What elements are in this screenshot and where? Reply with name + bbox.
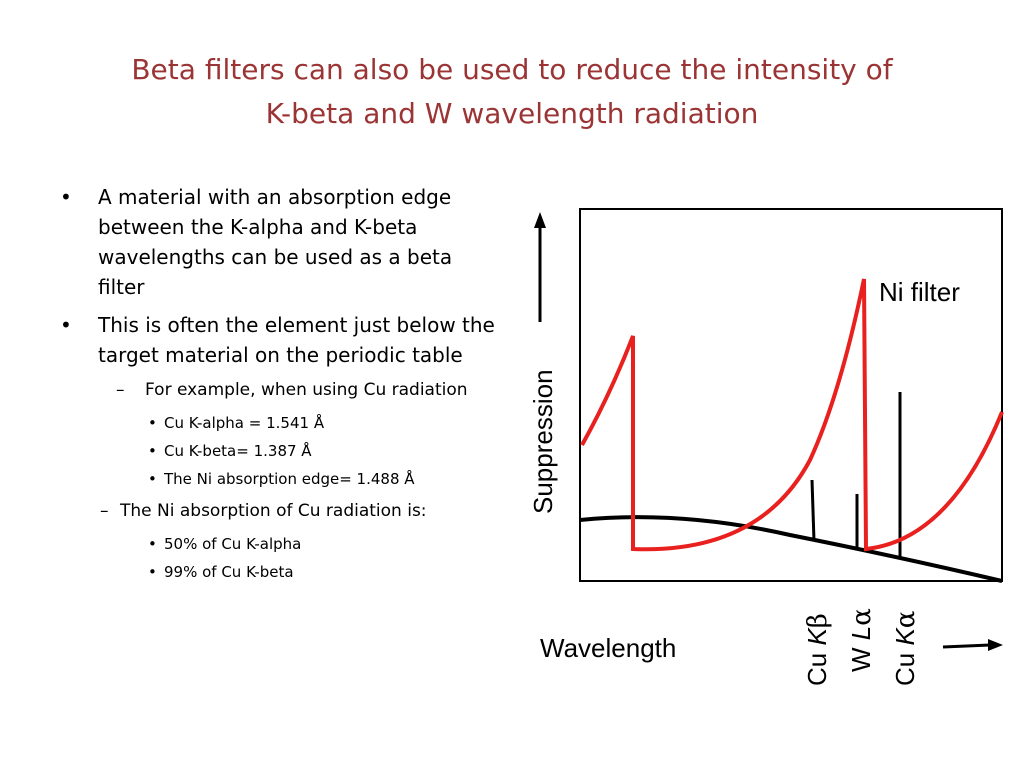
cu-kalpha-label: Cu Kα [890, 611, 921, 686]
x-axis-arrow-icon [942, 639, 1003, 651]
bullet-item: • This is often the element just below t… [60, 310, 500, 370]
dash-icon: – [116, 380, 125, 400]
ni-filter-curve [580, 278, 1004, 552]
y-axis-label: Suppression [528, 369, 558, 514]
plot-frame [579, 208, 1003, 582]
bullet-text: This is often the element just below the… [98, 313, 495, 367]
bullet-dot-icon: • [148, 470, 157, 488]
cu-kbeta-peak [810, 479, 816, 542]
sub-sub-bullet-text: The Ni absorption edge= 1.488 Å [164, 470, 415, 488]
bullet-list: • A material with an absorption edge bet… [60, 182, 500, 586]
y-axis-arrow-icon [534, 212, 546, 322]
w-lalpha-label: W Lα [846, 608, 877, 672]
sub-bullet-text: The Ni absorption of Cu radiation is: [120, 501, 427, 521]
sub-sub-bullet-text: Cu K-beta= 1.387 Å [164, 442, 312, 460]
title-line-2: K-beta and W wavelength radiation [265, 97, 759, 130]
bullet-dot-icon: • [60, 185, 72, 209]
sub-sub-bullet-item: • 99% of Cu K-beta [60, 558, 500, 586]
bullet-dot-icon: • [148, 563, 157, 581]
sub-sub-bullet-item: • 50% of Cu K-alpha [60, 530, 500, 558]
sub-bullet-item: – For example, when using Cu radiation [60, 378, 500, 403]
sub-sub-bullet-item: • Cu K-alpha = 1.541 Å [60, 409, 500, 437]
sub-sub-bullet-text: 50% of Cu K-alpha [164, 535, 302, 553]
sub-sub-bullet-item: • The Ni absorption edge= 1.488 Å [60, 465, 500, 493]
sub-bullet-item: – The Ni absorption of Cu radiation is: [60, 499, 500, 524]
bullet-dot-icon: • [60, 313, 72, 337]
sub-sub-bullet-item: • Cu K-beta= 1.387 Å [60, 437, 500, 465]
background-curve [579, 515, 1003, 583]
bullet-item: • A material with an absorption edge bet… [60, 182, 500, 302]
dash-icon: – [100, 501, 109, 521]
ni-filter-label: Ni filter [879, 277, 960, 307]
title-line-1: Beta filters can also be used to reduce … [131, 53, 893, 86]
slide-title: Beta filters can also be used to reduce … [40, 48, 984, 136]
x-axis-label: Wavelength [540, 633, 676, 663]
bullet-text: A material with an absorption edge betwe… [98, 185, 453, 299]
sub-bullet-text: For example, when using Cu radiation [145, 380, 468, 400]
bullet-dot-icon: • [148, 414, 157, 432]
cu-kbeta-label: Cu Kβ [802, 613, 833, 686]
sub-sub-bullet-text: 99% of Cu K-beta [164, 563, 294, 581]
bullet-dot-icon: • [148, 535, 157, 553]
sub-sub-bullet-text: Cu K-alpha = 1.541 Å [164, 414, 325, 432]
bullet-dot-icon: • [148, 442, 157, 460]
